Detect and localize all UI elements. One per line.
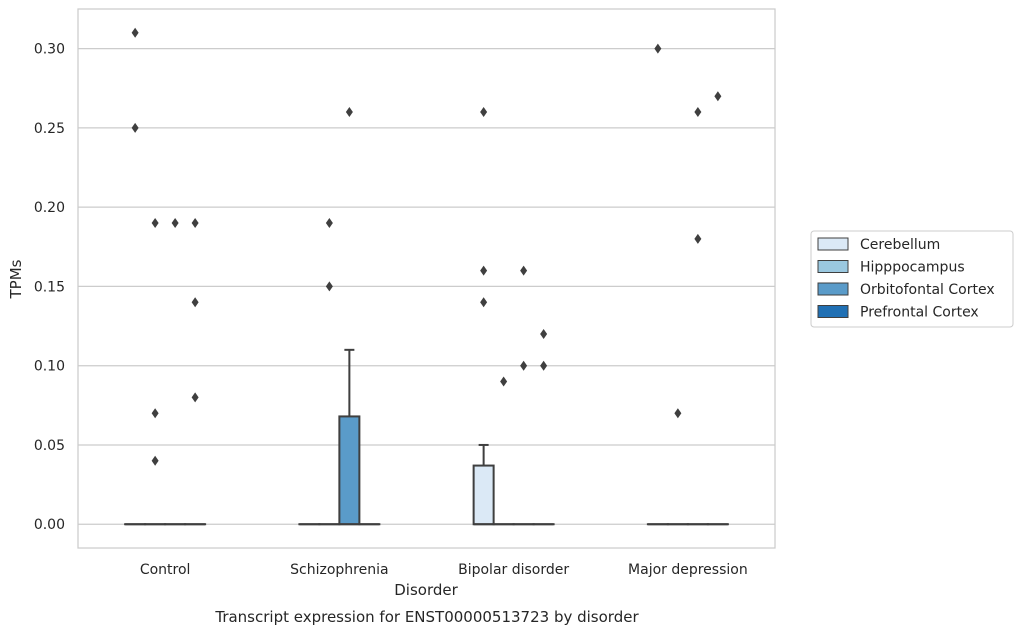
box-group	[512, 265, 535, 526]
x-axis-title: Disorder	[394, 581, 458, 599]
box-group	[706, 91, 729, 526]
outlier-point	[520, 360, 528, 371]
box-group	[666, 408, 689, 526]
x-tick-label: Bipolar disorder	[458, 562, 569, 578]
box-group	[492, 376, 515, 526]
box	[472, 464, 495, 526]
outlier-point	[480, 265, 488, 276]
y-tick-label: 0.15	[34, 279, 65, 295]
legend-label: Prefrontal Cortex	[860, 305, 979, 321]
y-tick-label: 0.05	[34, 438, 65, 454]
legend-label: Cerebellum	[860, 237, 940, 253]
legend-frame	[810, 230, 1014, 328]
outlier-point	[520, 265, 528, 276]
outlier-point	[714, 91, 722, 102]
box-group	[686, 107, 709, 526]
outlier-point	[480, 107, 488, 118]
outlier-point	[674, 408, 682, 419]
outlier-point	[151, 408, 159, 419]
box-group	[144, 218, 167, 526]
chart-caption: Transcript expression for ENST0000051372…	[214, 608, 639, 626]
outlier-point	[540, 328, 548, 339]
x-tick-label: Control	[140, 562, 191, 578]
outlier-point	[694, 233, 702, 244]
box-group	[472, 107, 495, 526]
outlier-point	[480, 297, 488, 308]
y-tick-label: 0.30	[34, 42, 65, 58]
legend-swatch	[817, 260, 849, 273]
plot-area-frame	[77, 8, 776, 549]
legend-label: Orbitofontal Cortex	[860, 282, 995, 298]
x-tick-label: Major depression	[628, 562, 748, 578]
y-tick-label: 0.10	[34, 359, 65, 375]
box-group	[646, 43, 669, 526]
box-group	[164, 218, 187, 526]
y-axis-ticks: 0.00 0.05 0.10 0.15 0.20 0.25 0.30	[34, 42, 65, 534]
outlier-point	[325, 281, 333, 292]
legend-label: Hipppocampus	[860, 260, 965, 276]
legend: Cerebellum Hipppocampus Orbitofontal Corte…	[810, 230, 1014, 328]
y-axis-title: TPMs	[7, 259, 25, 299]
box	[338, 415, 361, 526]
box-group	[124, 27, 147, 526]
outlier-point	[540, 360, 548, 371]
outlier-point	[500, 376, 508, 387]
box-marks	[124, 27, 729, 526]
outlier-point	[654, 43, 662, 54]
outlier-point	[345, 107, 353, 118]
outlier-point	[325, 218, 333, 229]
x-axis-ticks: Control Schizophrenia Bipolar disorder Majo…	[140, 562, 748, 578]
outlier-point	[131, 122, 139, 133]
y-tick-label: 0.00	[34, 517, 65, 533]
legend-swatch	[817, 237, 849, 251]
y-tick-label: 0.25	[34, 121, 65, 137]
box-group	[318, 218, 341, 526]
outlier-point	[191, 392, 199, 403]
legend-swatch	[817, 305, 849, 318]
box-group	[338, 107, 361, 526]
gridlines	[78, 48, 775, 525]
x-tick-label: Schizophrenia	[290, 562, 388, 578]
outlier-point	[191, 297, 199, 308]
outlier-point	[171, 218, 179, 229]
outlier-point	[151, 455, 159, 466]
outlier-point	[191, 218, 199, 229]
outlier-point	[151, 218, 159, 229]
legend-swatch	[817, 282, 849, 296]
outlier-point	[694, 107, 702, 118]
outlier-point	[131, 27, 139, 38]
box-group	[184, 218, 207, 526]
box-group	[532, 328, 555, 526]
y-tick-label: 0.20	[34, 200, 65, 216]
